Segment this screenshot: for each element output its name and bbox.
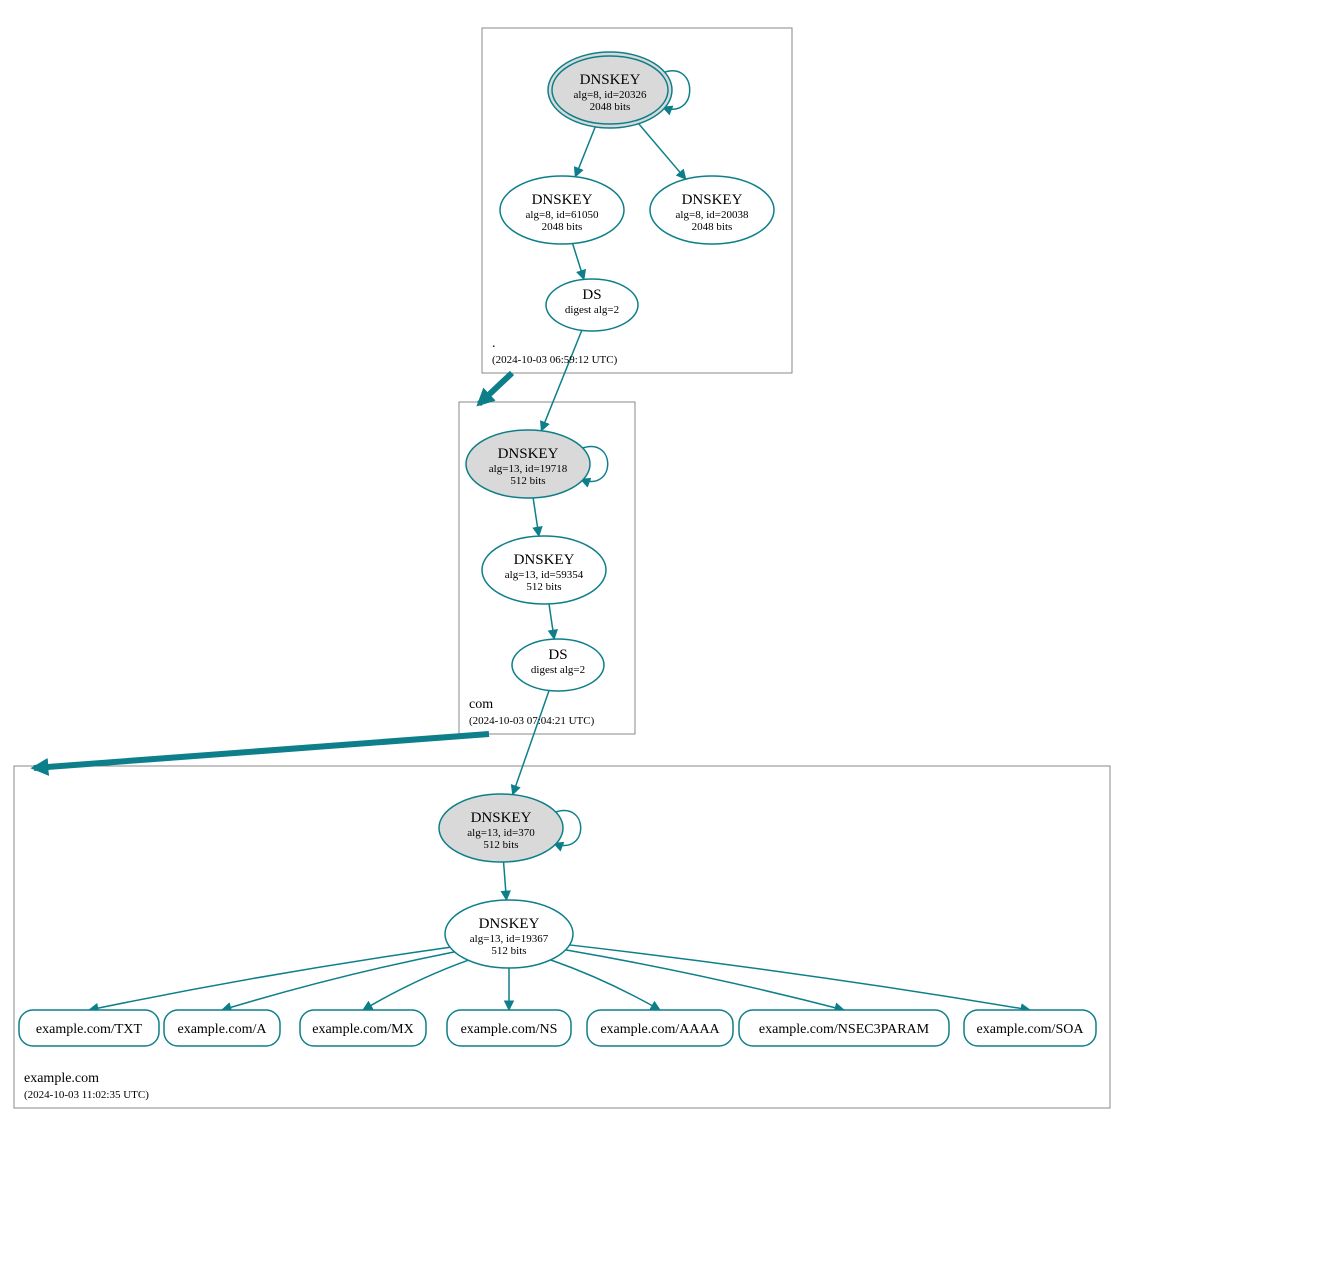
node-sub2: 512 bits — [491, 945, 526, 957]
node-sub1: alg=13, id=19367 — [470, 933, 549, 945]
edge-com-zsk-com-ds — [549, 604, 554, 639]
node-sub1: alg=8, id=20038 — [676, 209, 749, 221]
edge-ex-zsk-rec-txt — [89, 947, 450, 1010]
record-rec-txt: example.com/TXT — [19, 1010, 159, 1046]
record-label: example.com/AAAA — [600, 1022, 720, 1037]
node-title: DNSKEY — [532, 192, 593, 208]
node-title: DS — [582, 287, 601, 303]
node-ex-zsk: DNSKEYalg=13, id=19367512 bits — [445, 900, 573, 968]
node-root-zsk1: DNSKEYalg=8, id=610502048 bits — [500, 176, 624, 244]
record-rec-mx: example.com/MX — [300, 1010, 426, 1046]
node-sub2: 512 bits — [483, 839, 518, 851]
node-sub2: 2048 bits — [590, 101, 631, 113]
node-sub2: 2048 bits — [692, 221, 733, 233]
node-title: DNSKEY — [682, 192, 743, 208]
zone-label-root: . — [492, 336, 496, 351]
node-title: DNSKEY — [471, 810, 532, 826]
edge-ex-ksk-ex-zsk — [504, 862, 507, 900]
node-sub2: 512 bits — [526, 581, 561, 593]
record-rec-a: example.com/A — [164, 1010, 280, 1046]
delegation-arrow-com-example — [34, 734, 489, 768]
edge-com-ksk-com-zsk — [533, 498, 539, 536]
edge-ex-zsk-rec-n3p — [566, 950, 844, 1010]
record-label: example.com/TXT — [36, 1022, 143, 1037]
node-sub1: alg=13, id=370 — [467, 827, 535, 839]
delegation-arrow-root-com — [479, 373, 512, 404]
node-sub1: alg=13, id=19718 — [489, 463, 568, 475]
node-title: DNSKEY — [514, 552, 575, 568]
node-sub1: alg=8, id=61050 — [526, 209, 599, 221]
edge-root-ksk-root-zsk1 — [575, 127, 595, 177]
node-title: DNSKEY — [479, 916, 540, 932]
record-label: example.com/A — [177, 1022, 267, 1037]
zone-timestamp-com: (2024-10-03 07:04:21 UTC) — [469, 715, 595, 727]
node-sub1: alg=8, id=20326 — [574, 89, 647, 101]
node-title: DNSKEY — [498, 446, 559, 462]
edge-root-ksk-root-zsk2 — [639, 124, 686, 179]
node-sub2: 2048 bits — [542, 221, 583, 233]
node-com-ds: DSdigest alg=2 — [512, 639, 604, 691]
record-rec-soa: example.com/SOA — [964, 1010, 1096, 1046]
record-label: example.com/SOA — [977, 1022, 1085, 1037]
zone-timestamp-example: (2024-10-03 11:02:35 UTC) — [24, 1089, 149, 1101]
node-root-zsk2: DNSKEYalg=8, id=200382048 bits — [650, 176, 774, 244]
node-root-ksk: DNSKEYalg=8, id=203262048 bits — [548, 52, 672, 128]
record-rec-n3p: example.com/NSEC3PARAM — [739, 1010, 949, 1046]
dnssec-chain-diagram: DNSKEYalg=8, id=203262048 bitsDNSKEYalg=… — [0, 0, 1327, 1278]
node-root-ds: DSdigest alg=2 — [546, 279, 638, 331]
zone-timestamp-root: (2024-10-03 06:59:12 UTC) — [492, 354, 618, 366]
edge-root-zsk1-root-ds — [573, 244, 584, 280]
record-label: example.com/NSEC3PARAM — [759, 1022, 930, 1037]
edge-root-ds-com-ksk — [541, 330, 581, 430]
zone-label-example: example.com — [24, 1071, 99, 1086]
node-sub1: digest alg=2 — [531, 664, 585, 676]
zone-label-com: com — [469, 697, 493, 712]
node-title: DNSKEY — [580, 72, 641, 88]
edge-com-ds-ex-ksk — [513, 691, 549, 795]
node-sub2: 512 bits — [510, 475, 545, 487]
record-label: example.com/MX — [312, 1022, 413, 1037]
node-com-zsk: DNSKEYalg=13, id=59354512 bits — [482, 536, 606, 604]
edge-ex-zsk-rec-aaaa — [551, 960, 660, 1010]
record-label: example.com/NS — [461, 1022, 558, 1037]
node-com-ksk: DNSKEYalg=13, id=19718512 bits — [466, 430, 590, 498]
node-ex-ksk: DNSKEYalg=13, id=370512 bits — [439, 794, 563, 862]
record-rec-aaaa: example.com/AAAA — [587, 1010, 733, 1046]
edge-ex-zsk-rec-soa — [570, 945, 1030, 1010]
node-sub1: digest alg=2 — [565, 304, 619, 316]
node-title: DS — [548, 647, 567, 663]
record-rec-ns: example.com/NS — [447, 1010, 571, 1046]
node-sub1: alg=13, id=59354 — [505, 569, 584, 581]
